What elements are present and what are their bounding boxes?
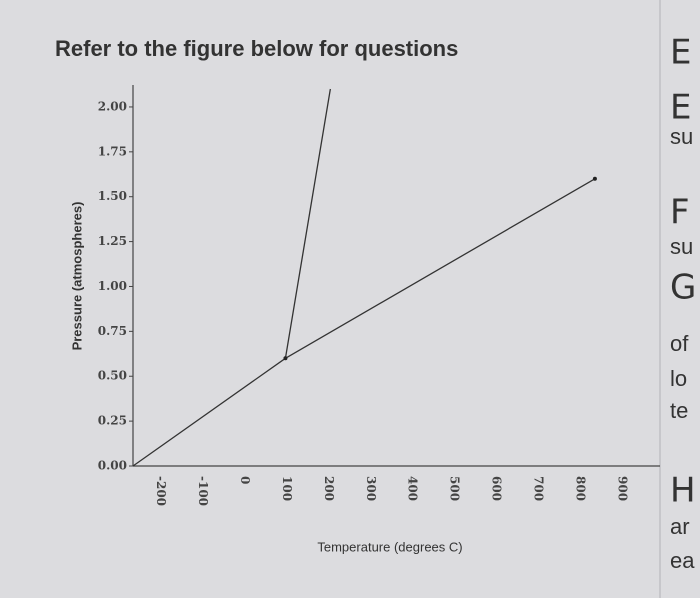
handwritten-letter: E <box>670 88 691 128</box>
handwritten-letter: G <box>670 268 696 308</box>
y-tick-label: 1.50 <box>98 189 127 203</box>
margin-text: ar <box>670 514 690 539</box>
end-point <box>592 176 597 181</box>
x-tick-label: 500 <box>448 476 462 501</box>
phase-boundary <box>284 88 332 359</box>
margin-text: lo <box>670 366 687 391</box>
x-tick-label: 900 <box>616 476 630 501</box>
x-tick-label: 800 <box>574 476 588 501</box>
x-tick-label: -200 <box>154 476 168 506</box>
x-tick-label: 700 <box>532 476 546 501</box>
y-tick-label: 0.00 <box>98 459 127 473</box>
x-tick-label: 200 <box>322 476 336 501</box>
handwritten-letter: E <box>670 33 691 73</box>
handwritten-letter: H <box>670 471 696 511</box>
y-tick-label: 0.25 <box>98 414 127 428</box>
phase-boundary <box>132 357 286 467</box>
phase-boundary <box>285 178 596 359</box>
x-tick-label: -100 <box>196 476 210 506</box>
y-tick-label: 0.50 <box>98 369 127 383</box>
x-tick-label: 100 <box>280 476 294 501</box>
x-tick-label: 300 <box>364 476 378 501</box>
margin-text: su <box>670 234 693 259</box>
x-tick-label: 600 <box>490 476 504 501</box>
page-title: Refer to the figure below for questions <box>55 36 458 61</box>
y-tick-label: 1.25 <box>98 234 127 248</box>
margin-text: su <box>670 124 693 149</box>
y-axis-label: Pressure (atmospheres) <box>69 202 84 351</box>
x-tick-label: 0 <box>238 476 252 484</box>
margin-text: ea <box>670 548 695 573</box>
y-tick-label: 0.75 <box>98 324 127 338</box>
y-tick-label: 2.00 <box>98 99 127 113</box>
triple-point <box>283 356 288 361</box>
margin-text: of <box>670 331 689 356</box>
x-tick-label: 400 <box>406 476 420 501</box>
x-axis-label: Temperature (degrees C) <box>317 539 462 554</box>
y-tick-label: 1.75 <box>98 144 127 158</box>
handwritten-letter: F <box>670 193 690 233</box>
margin-text: te <box>670 398 688 423</box>
y-tick-label: 1.00 <box>98 279 127 293</box>
